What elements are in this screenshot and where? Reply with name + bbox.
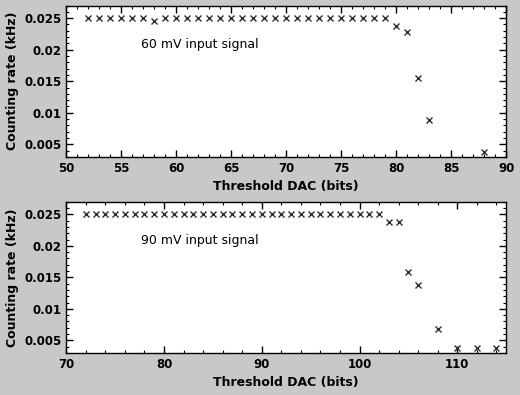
Text: 60 mV input signal: 60 mV input signal: [141, 38, 258, 51]
Text: 90 mV input signal: 90 mV input signal: [141, 234, 258, 247]
Y-axis label: Counting rate (kHz): Counting rate (kHz): [6, 208, 19, 346]
Y-axis label: Counting rate (kHz): Counting rate (kHz): [6, 12, 19, 150]
X-axis label: Threshold DAC (bits): Threshold DAC (bits): [213, 181, 359, 193]
X-axis label: Threshold DAC (bits): Threshold DAC (bits): [213, 376, 359, 389]
